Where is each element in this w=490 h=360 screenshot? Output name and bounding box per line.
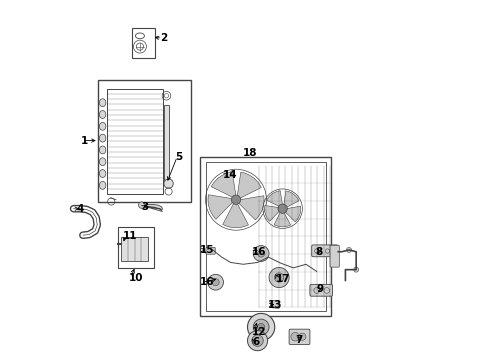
Bar <box>122 237 148 261</box>
Text: 9: 9 <box>317 284 324 294</box>
Polygon shape <box>267 191 283 207</box>
Circle shape <box>208 274 223 290</box>
Bar <box>107 89 163 194</box>
Text: 13: 13 <box>269 300 283 310</box>
Text: 16: 16 <box>200 277 215 287</box>
Circle shape <box>354 267 359 272</box>
Circle shape <box>231 195 241 204</box>
Circle shape <box>247 330 268 351</box>
FancyBboxPatch shape <box>310 284 333 296</box>
Ellipse shape <box>99 170 106 177</box>
Ellipse shape <box>99 122 106 130</box>
Text: 7: 7 <box>295 334 302 345</box>
Polygon shape <box>208 195 234 219</box>
Text: 8: 8 <box>315 247 322 257</box>
Polygon shape <box>238 196 264 220</box>
Ellipse shape <box>99 158 106 166</box>
Polygon shape <box>223 202 248 228</box>
Bar <box>200 157 331 316</box>
Circle shape <box>212 279 219 286</box>
Ellipse shape <box>99 111 106 118</box>
Circle shape <box>258 250 265 257</box>
Circle shape <box>269 267 289 288</box>
Bar <box>205 162 326 311</box>
Ellipse shape <box>99 146 106 154</box>
Text: 1: 1 <box>81 136 88 145</box>
Polygon shape <box>237 172 261 199</box>
Ellipse shape <box>99 134 106 142</box>
Bar <box>164 105 169 180</box>
Circle shape <box>247 314 275 341</box>
Circle shape <box>291 332 299 341</box>
Circle shape <box>346 247 351 252</box>
Circle shape <box>253 319 269 335</box>
Text: 17: 17 <box>275 274 290 284</box>
Circle shape <box>139 202 145 208</box>
Text: 15: 15 <box>199 245 214 255</box>
Text: 6: 6 <box>252 337 259 347</box>
Text: 16: 16 <box>252 247 267 257</box>
Text: 12: 12 <box>252 327 267 337</box>
Circle shape <box>252 335 263 346</box>
Bar <box>98 80 191 202</box>
Polygon shape <box>211 172 236 198</box>
Bar <box>118 226 153 268</box>
Circle shape <box>278 204 287 213</box>
Text: 3: 3 <box>141 202 148 212</box>
Bar <box>132 28 155 58</box>
Text: 5: 5 <box>175 152 182 162</box>
FancyBboxPatch shape <box>206 247 215 254</box>
FancyBboxPatch shape <box>330 245 339 267</box>
Circle shape <box>164 179 173 188</box>
Polygon shape <box>274 211 291 227</box>
Polygon shape <box>140 204 163 212</box>
Polygon shape <box>284 191 299 208</box>
Text: 10: 10 <box>128 273 143 283</box>
Polygon shape <box>284 206 301 222</box>
Ellipse shape <box>99 99 106 107</box>
FancyBboxPatch shape <box>312 245 338 257</box>
Text: 4: 4 <box>76 204 84 214</box>
Text: 11: 11 <box>123 231 138 240</box>
Polygon shape <box>265 206 280 221</box>
Text: 18: 18 <box>243 148 258 158</box>
Circle shape <box>299 333 306 340</box>
Text: 14: 14 <box>223 170 237 180</box>
Ellipse shape <box>99 181 106 189</box>
Text: 2: 2 <box>160 33 167 43</box>
Circle shape <box>253 246 269 261</box>
FancyBboxPatch shape <box>289 329 310 345</box>
Circle shape <box>274 273 284 282</box>
Polygon shape <box>270 301 280 309</box>
Circle shape <box>258 323 265 330</box>
